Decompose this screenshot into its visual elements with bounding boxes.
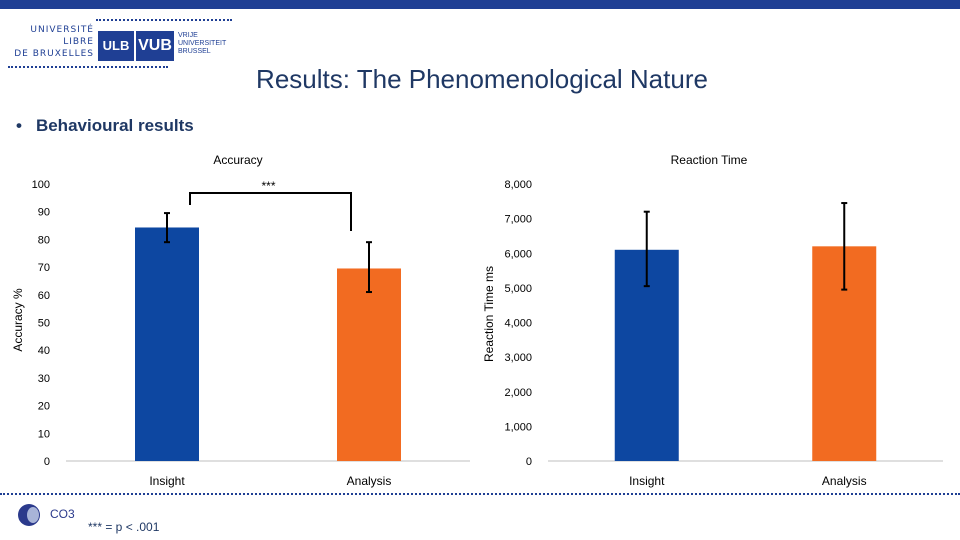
co3-logo-label: CO3	[50, 507, 75, 521]
y-tick-label: 40	[38, 345, 50, 357]
y-tick-label: 6,000	[504, 248, 532, 260]
x-tick-label: Analysis	[347, 474, 392, 488]
bullet-marker: •	[16, 116, 22, 135]
y-tick-label: 2,000	[504, 387, 532, 399]
y-tick-label: 90	[38, 207, 50, 219]
y-axis-label: Accuracy %	[11, 288, 25, 352]
ulb-line: UNIVERSITÉ	[30, 25, 94, 35]
vub-mark: VUB	[136, 31, 174, 61]
bar-analysis	[337, 268, 401, 461]
footer-divider	[0, 493, 960, 495]
accuracy-chart: Accuracy Accuracy % 0 10 20 30 40 50 60 70 80 90 100…	[11, 153, 470, 488]
y-tick-label: 3,000	[504, 352, 532, 364]
x-tick-label: Insight	[149, 474, 185, 488]
y-tick-label: 0	[44, 456, 50, 468]
bullet-text: Behavioural results	[35, 116, 194, 135]
co3-logo: CO3	[14, 504, 75, 530]
y-tick-label: 10	[38, 428, 50, 440]
y-tick-label: 50	[38, 318, 50, 330]
y-tick-label: 5,000	[504, 283, 532, 295]
ulb-line: DE BRUXELLES	[14, 49, 94, 59]
y-tick-label: 4,000	[504, 318, 532, 330]
vub-line: VRIJE	[178, 32, 198, 39]
vub-wordmark: VRIJE UNIVERSITEIT BRUSSEL	[178, 32, 226, 56]
y-tick-label: 80	[38, 234, 50, 246]
y-tick-label: 20	[38, 401, 50, 413]
significance-footnote: *** = p < .001	[88, 520, 160, 534]
y-tick-label: 1,000	[504, 421, 532, 433]
ulb-line: LIBRE	[63, 37, 94, 47]
logo-divider	[96, 19, 232, 21]
y-tick-label: 30	[38, 373, 50, 385]
slide-title: Results: The Phenomenological Nature	[0, 64, 960, 95]
bullet-point: • Behavioural results	[16, 116, 194, 136]
y-tick-label: 0	[526, 456, 532, 468]
significance-bracket	[189, 192, 352, 231]
top-accent-bar	[0, 0, 960, 9]
y-axis-label: Reaction Time ms	[482, 266, 496, 362]
co3-logo-icon	[18, 504, 40, 526]
chart-title: Reaction Time	[671, 153, 748, 167]
ulb-wordmark: UNIVERSITÉ LIBRE DE BRUXELLES	[8, 24, 94, 60]
university-logo: UNIVERSITÉ LIBRE DE BRUXELLES ULB VUB VR…	[8, 18, 248, 72]
x-tick-label: Insight	[629, 474, 665, 488]
reaction-time-chart: Reaction Time Reaction Time ms 0 1,000 2,000…	[482, 153, 943, 488]
y-tick-label: 70	[38, 262, 50, 274]
logo-divider	[8, 66, 168, 68]
y-tick-label: 8,000	[504, 179, 532, 191]
vub-line: UNIVERSITEIT	[178, 40, 227, 47]
significance-label: ***	[261, 179, 275, 193]
bar-insight	[135, 227, 199, 461]
vub-line: BRUSSEL	[178, 48, 211, 55]
x-tick-label: Analysis	[822, 474, 867, 488]
y-tick-label: 7,000	[504, 214, 532, 226]
y-tick-label: 60	[38, 290, 50, 302]
chart-title: Accuracy	[213, 153, 262, 167]
slide-title-text: Results: The Phenomenological Nature	[256, 64, 708, 94]
ulb-mark: ULB	[98, 31, 134, 61]
y-tick-label: 100	[32, 179, 50, 191]
